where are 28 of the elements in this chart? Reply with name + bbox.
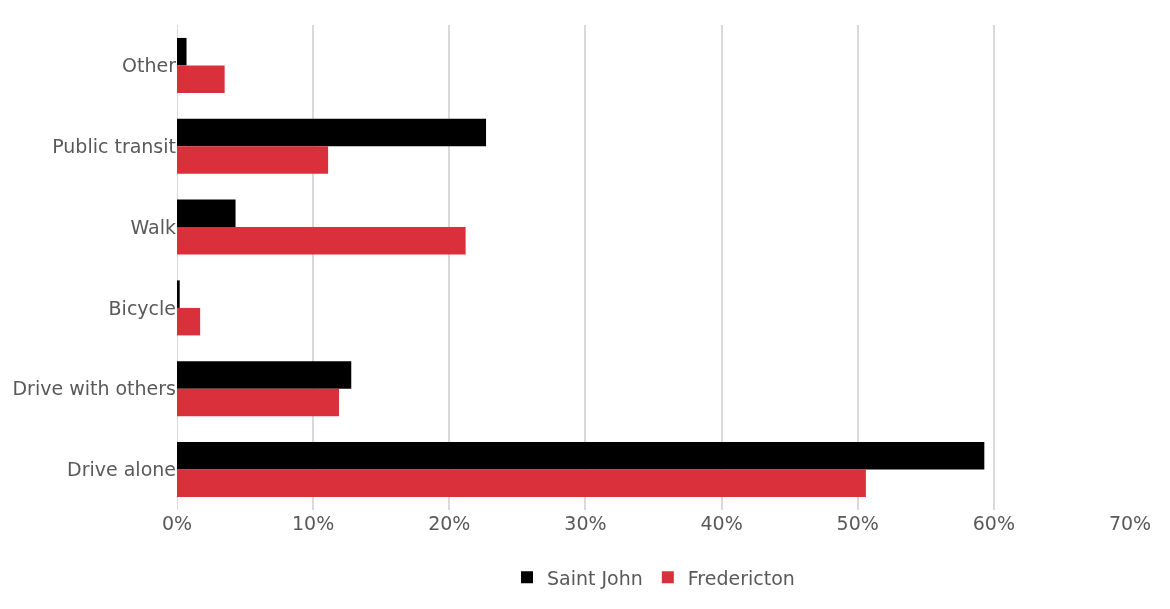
y-tick-label: Drive alone [67, 458, 176, 481]
bar [177, 361, 352, 389]
bar [177, 199, 236, 228]
bar [177, 469, 866, 498]
x-tick-label: 40% [700, 512, 743, 534]
y-tick-label: Walk [130, 215, 176, 238]
bar [177, 118, 487, 147]
x-tick-label: 70% [1108, 512, 1152, 534]
y-tick-label: Other [122, 54, 177, 77]
bar [177, 388, 340, 417]
bar [177, 37, 187, 66]
y-tick-label: Public transit [52, 134, 176, 157]
x-tick-label: 30% [564, 512, 607, 534]
legend-label: Fredericton [687, 566, 795, 589]
bar [177, 65, 225, 93]
x-tick-label: 20% [428, 512, 471, 534]
x-tick-label: 10% [292, 512, 335, 534]
x-tick-label: 0% [161, 512, 193, 534]
bar [177, 280, 180, 308]
y-tick-label: Bicycle [108, 296, 176, 319]
y-tick-label: Drive with others [12, 377, 176, 400]
bar [177, 442, 985, 470]
x-tick-label: 60% [972, 512, 1015, 534]
legend-label: Saint John [547, 566, 643, 589]
bar [177, 307, 201, 336]
x-tick-label: 50% [836, 512, 879, 534]
bar [177, 146, 329, 174]
bar [177, 227, 466, 255]
